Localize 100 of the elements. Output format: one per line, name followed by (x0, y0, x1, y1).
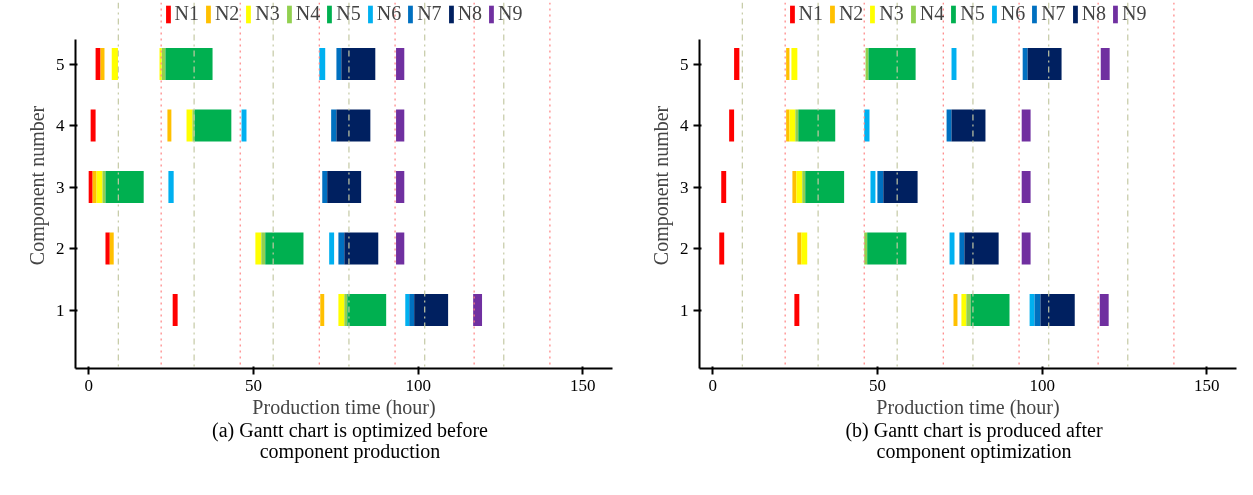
bar (719, 232, 725, 265)
x-tick-label: 0 (708, 375, 717, 395)
bar (396, 232, 405, 265)
bar (959, 232, 965, 265)
x-axis-title: Production time (hour) (252, 395, 436, 419)
bar (966, 294, 971, 327)
bar (805, 171, 845, 204)
bar (396, 109, 405, 142)
bar (734, 48, 740, 81)
bar (1027, 48, 1062, 81)
legend-label: N4 (295, 2, 321, 25)
legend-label: N7 (417, 2, 442, 25)
bar (320, 294, 325, 327)
bar (194, 109, 232, 142)
bar (265, 232, 304, 265)
bar (336, 109, 371, 142)
y-tick-label: 2 (56, 239, 65, 259)
bar (167, 109, 172, 142)
bar (338, 294, 345, 327)
legend-label: N2 (838, 2, 864, 25)
x-tick-label: 150 (570, 375, 596, 395)
bar (877, 171, 884, 204)
bar (331, 109, 337, 142)
bar (801, 232, 808, 265)
y-tick-label: 2 (680, 239, 689, 259)
legend-label: N4 (919, 2, 945, 25)
bar (796, 171, 803, 204)
bar (168, 171, 174, 204)
bar (868, 48, 916, 81)
bar (329, 232, 335, 265)
y-tick-label: 3 (56, 177, 65, 197)
bar (1021, 109, 1031, 142)
x-tick-label: 50 (244, 375, 262, 395)
bar (105, 232, 110, 265)
x-tick-label: 100 (405, 375, 431, 395)
legend-label: N5 (336, 2, 361, 25)
bar (802, 171, 806, 204)
bar (1022, 48, 1028, 81)
legend-label: N7 (1041, 2, 1066, 25)
bar (111, 48, 118, 81)
bar (721, 171, 727, 204)
legend-label: N6 (376, 2, 402, 25)
y-axis-title: Component number (650, 105, 673, 266)
bar (797, 232, 802, 265)
bar (1021, 232, 1031, 265)
y-tick-label: 1 (56, 300, 65, 320)
bar (414, 294, 449, 327)
bar (322, 171, 328, 204)
legend-label: N1 (798, 2, 823, 25)
bar (798, 109, 836, 142)
bar (92, 171, 97, 204)
bar (109, 232, 114, 265)
bar (347, 294, 387, 327)
y-tick-label: 5 (680, 54, 689, 74)
bar (1021, 171, 1031, 204)
bar (95, 48, 101, 81)
bar (970, 294, 1010, 327)
x-tick-label: 0 (84, 375, 93, 395)
bar (792, 171, 797, 204)
bar (1029, 294, 1035, 327)
text: (b) Gantt chart is produced after component optimization (845, 419, 1103, 462)
y-tick-label: 3 (680, 177, 689, 197)
bar (96, 171, 103, 204)
legend-label: N2 (214, 2, 240, 25)
bar (344, 232, 379, 265)
legend-label: N8 (457, 2, 483, 25)
legend-label: N9 (1122, 2, 1147, 25)
bar (396, 171, 405, 204)
bar (1099, 294, 1109, 327)
legend-label: N3 (255, 2, 280, 25)
bar (105, 171, 144, 204)
bar (319, 48, 326, 81)
y-tick-label: 5 (56, 54, 65, 74)
bar (729, 109, 735, 142)
bar (951, 109, 986, 142)
bar (1100, 48, 1110, 81)
x-tick-label: 50 (868, 375, 886, 395)
bar (344, 294, 348, 327)
bar (961, 294, 967, 327)
legend-label: N9 (498, 2, 523, 25)
legend-label: N8 (1081, 2, 1107, 25)
bar (255, 232, 262, 265)
bar (405, 294, 410, 327)
bar (473, 294, 483, 327)
x-tick-label: 150 (1194, 375, 1220, 395)
y-tick-label: 4 (680, 116, 689, 136)
bar (789, 109, 796, 142)
bar (165, 48, 213, 81)
bar (946, 109, 952, 142)
y-tick-label: 1 (680, 300, 689, 320)
bar (791, 48, 798, 81)
legend-label: N6 (1000, 2, 1026, 25)
bar (172, 294, 178, 327)
bar (795, 109, 799, 142)
bar (338, 232, 345, 265)
bar (409, 294, 415, 327)
legend-label: N5 (960, 2, 985, 25)
bar (883, 171, 918, 204)
text: (a) Gantt chart is optimized before component production (212, 419, 488, 462)
bar (964, 232, 999, 265)
